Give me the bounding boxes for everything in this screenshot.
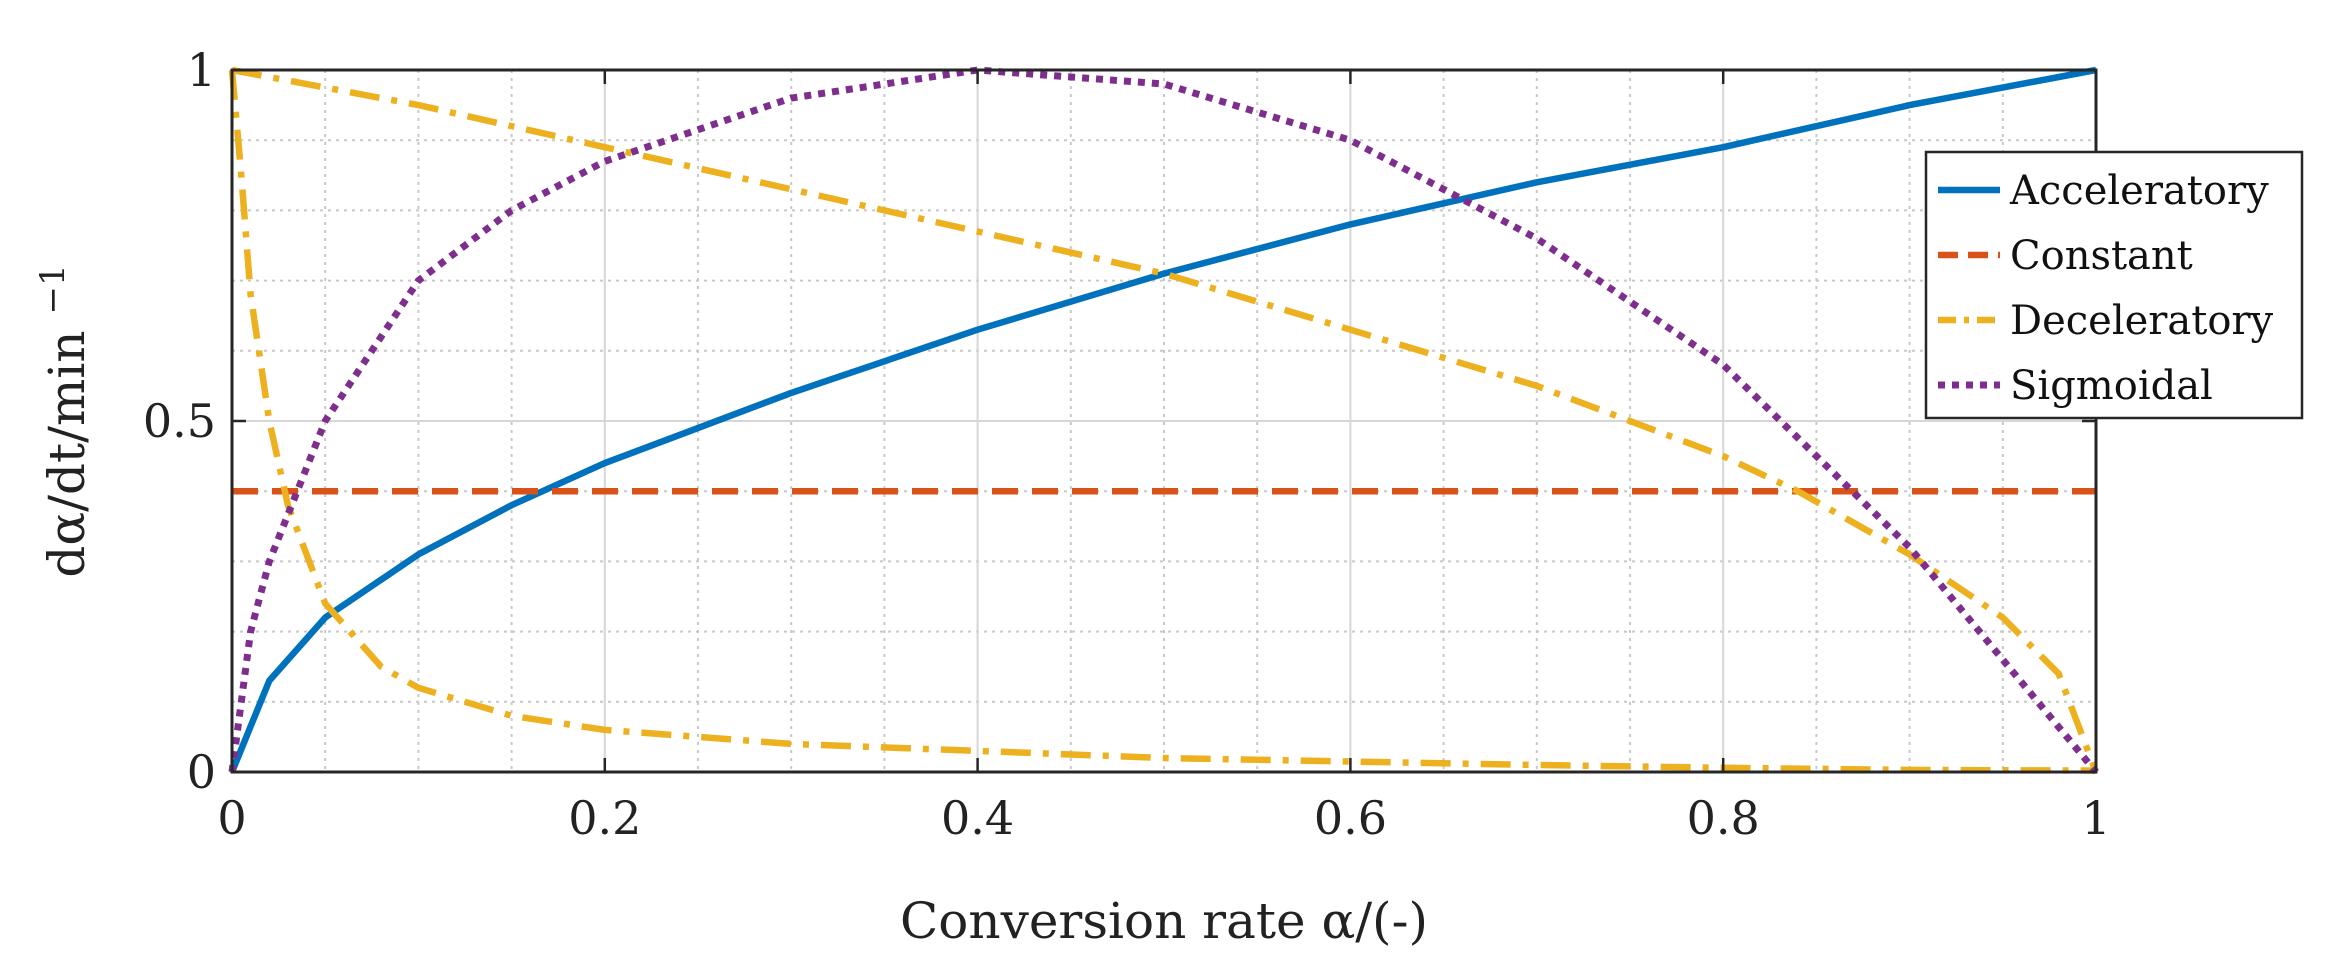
y-axis-ticks: 00.51 — [143, 43, 2096, 799]
y-tick-label: 0 — [187, 745, 216, 799]
minor-grid — [232, 70, 2096, 772]
x-tick-label: 0.6 — [1314, 791, 1387, 845]
legend-label-sigmoidal: Sigmoidal — [2010, 363, 2213, 409]
series-line-deceleratory — [231, 66, 2100, 774]
major-grid — [232, 70, 2096, 772]
x-tick-label: 0.4 — [941, 791, 1014, 845]
legend-label-constant: Constant — [2010, 233, 2193, 279]
legend-label-deceleratory: Deceleratory — [2010, 298, 2274, 344]
legend: Acceleratory Constant Deceleratory Sigmoida… — [1924, 150, 2304, 420]
x-axis-ticks: 0 0.2 0.4 0.6 0.8 1 — [217, 70, 2111, 845]
x-axis-label: Conversion rate α/(-) — [900, 892, 1428, 950]
y-tick-label: 0.5 — [143, 394, 216, 448]
y-tick-label: 1 — [187, 43, 216, 97]
x-tick-label: 0 — [217, 791, 246, 845]
x-tick-label: 1 — [2081, 791, 2110, 845]
x-tick-label: 0.8 — [1687, 791, 1760, 845]
series-line-deceleratory — [228, 69, 2097, 774]
series-line-acceleratory — [228, 66, 2097, 774]
legend-box — [1924, 150, 2304, 420]
y-axis-label-main: dα/dt/min — [38, 330, 96, 577]
x-tick-label: 0.2 — [568, 791, 641, 845]
series-line-sigmoidal — [228, 66, 2099, 775]
series-layer — [228, 66, 2100, 775]
y-axis-label-superscript: −1 — [33, 264, 73, 314]
legend-label-acceleratory: Acceleratory — [2009, 168, 2269, 214]
y-axis-label: dα/dt/min −1 — [33, 264, 96, 577]
